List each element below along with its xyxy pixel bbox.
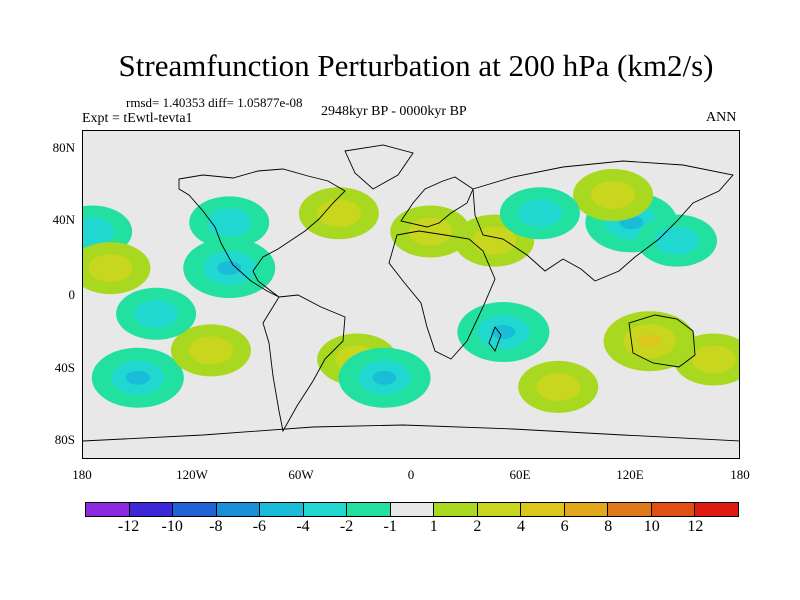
lon-tick-120e: 120E — [616, 467, 644, 482]
colorbar — [85, 502, 739, 517]
anomaly-core — [591, 180, 636, 209]
colorbar-label: -4 — [296, 518, 310, 535]
lon-tick-60w: 60W — [288, 467, 314, 482]
colorbar-swatch — [651, 503, 696, 516]
season-label: ANN — [706, 110, 737, 125]
colorbar-label: -2 — [339, 518, 354, 535]
coast-australia — [628, 314, 696, 368]
lon-tick-0: 0 — [407, 467, 415, 482]
anomaly-peak — [491, 325, 516, 340]
coast-antarctica — [83, 424, 739, 442]
anomaly-peak — [637, 334, 662, 349]
colorbar-swatch — [86, 503, 130, 516]
colorbar-label: -8 — [209, 518, 223, 535]
stats-label: rmsd= 1.40353 diff= 1.05877e-08 — [126, 95, 303, 110]
coastlines — [83, 144, 739, 442]
colorbar-label: 2 — [473, 518, 482, 535]
lon-tick-180w: 180 — [72, 467, 92, 482]
coast-greenland — [344, 144, 414, 190]
anomaly-peak — [217, 261, 242, 276]
colorbar-swatch — [260, 503, 304, 516]
anomaly-peak — [372, 370, 397, 385]
anomaly-core — [408, 217, 453, 246]
lat-tick-40n: 40N — [52, 212, 75, 227]
colorbar-swatch — [695, 503, 738, 516]
anomaly-peak — [125, 370, 150, 385]
colorbar-swatch — [477, 503, 522, 516]
colorbar-label: -12 — [117, 518, 140, 535]
colorbar-swatch — [347, 503, 391, 516]
colorbar-swatch — [434, 503, 478, 516]
map-svg — [83, 144, 739, 442]
period-label: 2948kyr BP - 0000kyr BP — [321, 104, 467, 119]
anomaly-core — [316, 199, 361, 228]
colorbar-label: 4 — [517, 518, 525, 535]
anomaly-core — [472, 226, 517, 255]
colorbar-label: 1 — [429, 518, 438, 535]
map-plot — [82, 130, 740, 459]
anomaly-core — [188, 336, 233, 365]
colorbar-swatch — [173, 503, 217, 516]
colorbar-swatch — [608, 503, 652, 516]
lat-tick-0: 0 — [68, 287, 76, 302]
anomaly-core — [207, 208, 252, 237]
chart-title: Streamfunction Perturbation at 200 hPa (… — [118, 48, 714, 83]
anomaly-core — [83, 217, 115, 246]
anomaly-core — [88, 254, 133, 283]
colorbar-label: 12 — [687, 518, 704, 535]
coast-africa — [388, 230, 496, 360]
colorbar-label: -1 — [383, 518, 397, 535]
colorbar-label: 6 — [560, 518, 569, 535]
lat-tick-40s: 40S — [54, 360, 75, 375]
anomaly-core — [517, 199, 562, 228]
coast-madagascar — [488, 326, 502, 352]
lat-tick-80s: 80S — [54, 432, 75, 447]
anomaly-core — [655, 226, 700, 255]
colorbar-swatch — [129, 503, 174, 516]
colorbar-label: 8 — [604, 518, 613, 535]
colorbar-swatch — [303, 503, 348, 516]
anomaly-core — [536, 372, 581, 401]
colorbar-label: 10 — [643, 518, 660, 535]
colorbar-label: -6 — [252, 518, 267, 535]
anomaly-core — [691, 345, 736, 374]
anomaly-core — [134, 299, 179, 328]
lon-tick-60e: 60E — [509, 467, 531, 482]
colorbar-swatch — [564, 503, 609, 516]
experiment-label: Expt = tEwtl-tevta1 — [82, 111, 193, 126]
coast-asia — [472, 160, 734, 282]
colorbar-swatch — [390, 503, 435, 516]
lon-tick-180e: 180 — [730, 467, 750, 482]
coast-south-america — [262, 294, 346, 433]
colorbar-swatch — [521, 503, 565, 516]
colorbar-label: -10 — [161, 518, 183, 535]
colorbar-swatch — [216, 503, 261, 516]
lon-tick-120w: 120W — [176, 467, 208, 482]
lat-tick-80n: 80N — [52, 140, 75, 155]
coast-north-america — [178, 168, 346, 298]
